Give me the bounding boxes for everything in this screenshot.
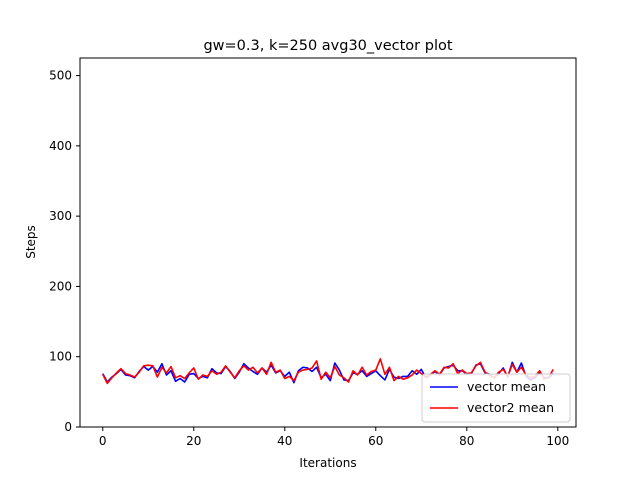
axes-frame [79, 57, 577, 428]
x-tick-label: 100 [546, 434, 569, 448]
series-line-vector2-mean [102, 358, 554, 385]
x-axis: 0 20 40 60 80 100 [99, 427, 569, 448]
y-tick-label: 300 [49, 209, 72, 223]
legend: vector mean vector2 mean [421, 373, 571, 423]
x-tick-label: 20 [186, 434, 201, 448]
legend-label-vector-mean: vector mean [467, 379, 546, 394]
x-tick-label: 60 [368, 434, 383, 448]
x-tick-label: 40 [277, 434, 292, 448]
y-tick-label: 0 [64, 420, 72, 434]
plot-area [102, 358, 554, 385]
legend-label-vector2-mean: vector2 mean [467, 400, 554, 415]
y-tick-label: 500 [49, 69, 72, 83]
y-axis-label: Steps [24, 225, 38, 259]
y-axis: 0 100 200 300 400 500 [49, 69, 80, 434]
x-tick-label: 0 [99, 434, 107, 448]
y-tick-label: 100 [49, 350, 72, 364]
y-tick-label: 200 [49, 279, 72, 293]
chart-title: gw=0.3, k=250 avg30_vector plot [203, 38, 452, 54]
legend-box [421, 373, 571, 423]
y-tick-label: 400 [49, 139, 72, 153]
x-tick-label: 80 [459, 434, 474, 448]
x-axis-label: Iterations [299, 456, 356, 470]
